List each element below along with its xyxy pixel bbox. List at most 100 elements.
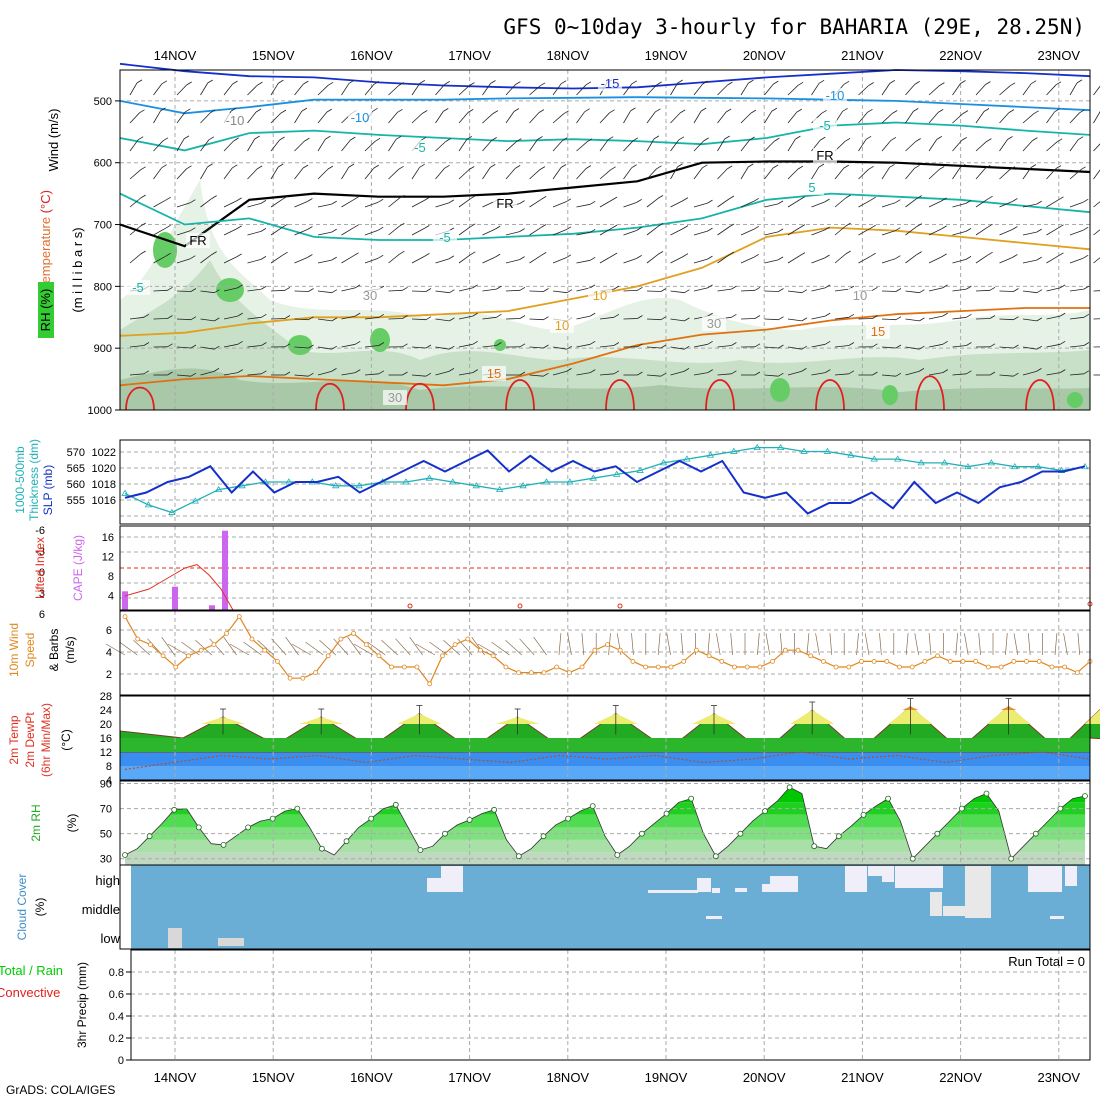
wind-barb-feather — [519, 371, 526, 376]
wind-barb-feather — [1036, 200, 1042, 205]
wind-barb — [764, 374, 779, 377]
slp-ytick-left: 570 — [67, 447, 85, 459]
wind-barb — [928, 139, 938, 152]
wind-marker — [211, 642, 217, 647]
wind-barb-feather — [754, 286, 761, 291]
upper-air-panel: -15 -10 -10 -5 -5 FR FR FR 5 -5 -5 10 -10 10 15 15 30 30 1… — [38, 62, 1100, 417]
wind-barb — [975, 254, 988, 264]
wind-barb-feather — [207, 163, 213, 168]
wind-barb — [631, 633, 634, 656]
wind-barb-feather — [232, 164, 238, 169]
wind-barb-feather — [284, 343, 291, 348]
wind-barb-feather — [1083, 370, 1090, 375]
wind-barb-feather — [630, 107, 636, 112]
wind-barb — [364, 257, 379, 264]
rh-shade-green — [882, 385, 898, 405]
temp-peak-yellow — [1084, 709, 1100, 724]
wind-barb — [717, 198, 730, 208]
wind-barb-feather — [820, 136, 826, 141]
wind-barb-feather — [613, 313, 620, 318]
wind-barb — [552, 257, 567, 264]
wind-barb — [928, 372, 943, 376]
date-label-top: 23NOV — [1037, 48, 1080, 63]
date-label-top: 20NOV — [743, 48, 786, 63]
wind-barb-feather — [987, 251, 993, 256]
rh-shade-green — [1067, 392, 1083, 408]
wind-barb-feather — [677, 163, 683, 168]
thickness-marker — [683, 455, 691, 462]
wind-barb — [928, 256, 942, 264]
wind-barb — [1093, 318, 1100, 320]
wind-marker — [681, 659, 687, 664]
wind-barb — [229, 643, 250, 656]
wind-barb — [928, 287, 943, 292]
wind-barb — [223, 200, 237, 208]
wind-barb — [740, 318, 756, 320]
cloud-ytick: high — [95, 873, 120, 888]
wind-barb — [458, 315, 473, 320]
wind-barb — [717, 345, 732, 348]
precip-panel-bg — [131, 950, 1090, 1060]
wind-barb — [435, 202, 450, 208]
cloud-ylabel-2: (%) — [33, 898, 47, 917]
wind-barb-feather — [1055, 165, 1062, 169]
wind-barb-feather — [284, 315, 291, 319]
wind-barb-feather — [140, 166, 146, 171]
wind-barb — [975, 318, 991, 320]
wind-barb — [646, 346, 662, 349]
wind-ytick: 6 — [106, 625, 112, 637]
slp-ytick-right: 1022 — [92, 447, 116, 459]
wind-barb — [999, 169, 1011, 180]
svg-text:(%): (%) — [33, 898, 47, 917]
wind-barb — [388, 225, 400, 236]
wind-barb-feather — [1077, 136, 1084, 141]
wind-barb-feather — [960, 164, 966, 168]
wind-barb-feather — [519, 315, 526, 319]
wind-barb — [717, 138, 726, 152]
wind-barb — [1046, 141, 1058, 152]
wind-barb-feather — [540, 252, 547, 256]
cloud-blocks — [168, 866, 1077, 948]
contour-label: -15 — [601, 76, 620, 91]
rh-marker — [466, 817, 473, 823]
wind-barb — [388, 318, 403, 320]
wind-barb — [1046, 315, 1061, 320]
wind-barb-feather — [870, 224, 876, 229]
wind-barb — [270, 82, 279, 96]
wind-barb — [811, 372, 826, 376]
rh-marker — [614, 852, 621, 858]
slp-ytick-left: 555 — [67, 495, 85, 507]
wind-barb — [975, 168, 986, 180]
wind-barb — [730, 633, 733, 656]
wind-barb-feather — [186, 81, 192, 86]
wind-barb — [333, 638, 349, 656]
wind-barb — [1069, 316, 1084, 320]
wind-barb-feather — [682, 225, 689, 229]
wind-barb-feather — [237, 369, 244, 373]
wind-barb-feather — [540, 224, 547, 228]
wind-barb — [529, 169, 541, 180]
wind-barb — [247, 259, 262, 264]
cape-bar — [172, 586, 178, 610]
rh-marker — [860, 812, 867, 818]
date-label-top: 16NOV — [350, 48, 393, 63]
wind-barb — [599, 169, 611, 180]
cloud-yticks: high middle low — [82, 873, 121, 946]
cape-frame — [119, 525, 1091, 611]
wind-barb — [1093, 229, 1100, 236]
wind-barb-feather — [190, 372, 197, 377]
wind-barb — [505, 84, 516, 96]
wind-marker — [808, 653, 814, 659]
wind-barb — [670, 256, 684, 264]
wind-barb — [740, 200, 754, 208]
wind-barb-feather — [280, 109, 287, 114]
wind-barb-feather — [214, 345, 220, 350]
wind-panel-bg — [120, 611, 1090, 695]
wind-marker — [427, 681, 433, 687]
ytick-label: 900 — [94, 343, 112, 355]
wind-barb-feather — [889, 163, 895, 168]
cloud-block — [1028, 866, 1062, 892]
thickness-marker — [940, 459, 949, 466]
wind-barb — [519, 638, 535, 656]
wind-barb-feather — [728, 223, 735, 228]
